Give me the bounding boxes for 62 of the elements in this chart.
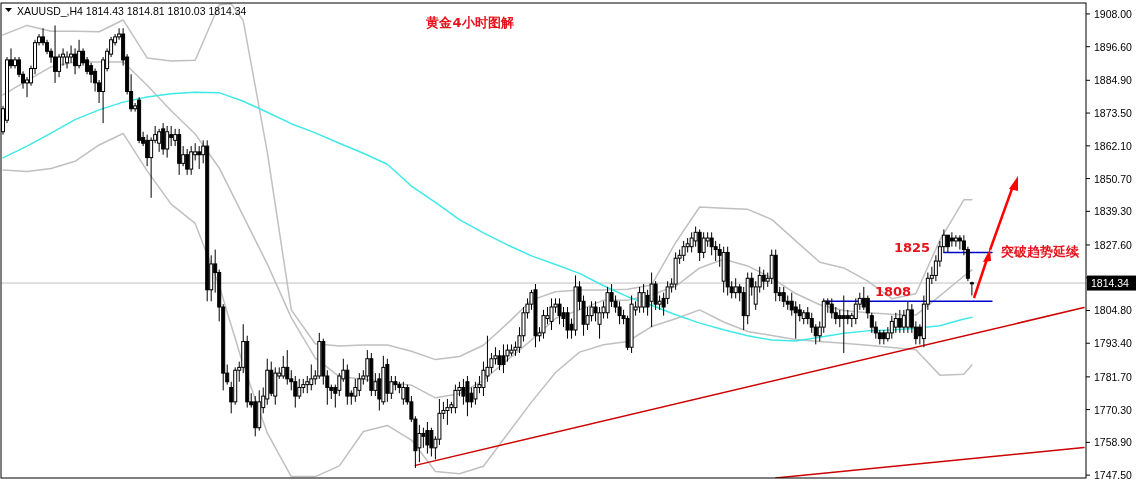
y-tick-label: 1873.50 (1094, 107, 1133, 120)
candlestick (641, 283, 646, 314)
candlestick (701, 231, 706, 259)
candlestick (497, 349, 502, 371)
candlestick (165, 125, 170, 159)
candlestick (421, 427, 426, 449)
candlestick (957, 234, 962, 251)
candlestick (189, 145, 194, 176)
text: 黄金4小时图解 (425, 14, 514, 30)
candlestick (353, 378, 358, 403)
candlestick (865, 295, 870, 320)
annotation: 1825 (893, 239, 931, 255)
y-tick-label: 1908.00 (1094, 7, 1133, 20)
y-tick-label: 1839.30 (1094, 205, 1133, 218)
candlestick (161, 122, 166, 156)
candlestick (953, 234, 958, 248)
y-tick-label: 1827.60 (1094, 238, 1133, 251)
candlestick (681, 240, 686, 262)
candlestick (969, 281, 974, 296)
candlestick (793, 300, 798, 340)
candlestick (949, 231, 954, 248)
y-tick-label: 1793.40 (1094, 337, 1133, 350)
y-tick-label: 1758.90 (1094, 436, 1133, 449)
candlestick (53, 24, 58, 84)
candlestick (65, 50, 70, 70)
candlestick (901, 309, 906, 334)
candlestick (145, 134, 150, 167)
candlestick (285, 349, 290, 386)
candlestick (649, 272, 654, 328)
candlestick (761, 269, 766, 291)
y-tick-label: 1804.80 (1094, 304, 1133, 317)
y-tick-label: 1884.90 (1094, 74, 1133, 87)
candlestick (905, 300, 910, 334)
annotation: 突破趋势延续 (1000, 243, 1080, 259)
candlestick (453, 384, 458, 414)
y-tick-label: 1781.70 (1094, 370, 1133, 383)
annotation: 1808 (874, 283, 912, 299)
candlestick (73, 47, 78, 75)
y-tick-label: 1896.60 (1094, 40, 1133, 53)
candlestick (565, 306, 570, 340)
candlestick (281, 355, 286, 380)
candlestick (425, 421, 430, 455)
y-tick-label: 1747.50 (1094, 469, 1133, 480)
candlestick (461, 378, 466, 406)
candlestick (697, 228, 702, 262)
candlestick (853, 297, 858, 325)
candlestick (269, 361, 274, 397)
y-tick-label: 1850.70 (1094, 172, 1133, 185)
candlestick (157, 128, 162, 153)
y-tick-label: 1770.30 (1094, 403, 1133, 416)
candlestick (401, 381, 406, 406)
y-tick-label: 1862.10 (1094, 139, 1133, 152)
candlestick (465, 375, 470, 417)
candlestick (197, 145, 202, 170)
ref-line-label: 1814.34 (1091, 277, 1130, 290)
candlestick (897, 309, 902, 334)
line-series (2, 91, 973, 342)
candlestick (617, 300, 622, 325)
candlestick (185, 148, 190, 176)
candlestick (637, 286, 642, 314)
chart-subtitle: XAUUSD_,H4 1814.43 1814.81 1810.03 1814.34 (17, 5, 247, 17)
candlestick (893, 312, 898, 334)
